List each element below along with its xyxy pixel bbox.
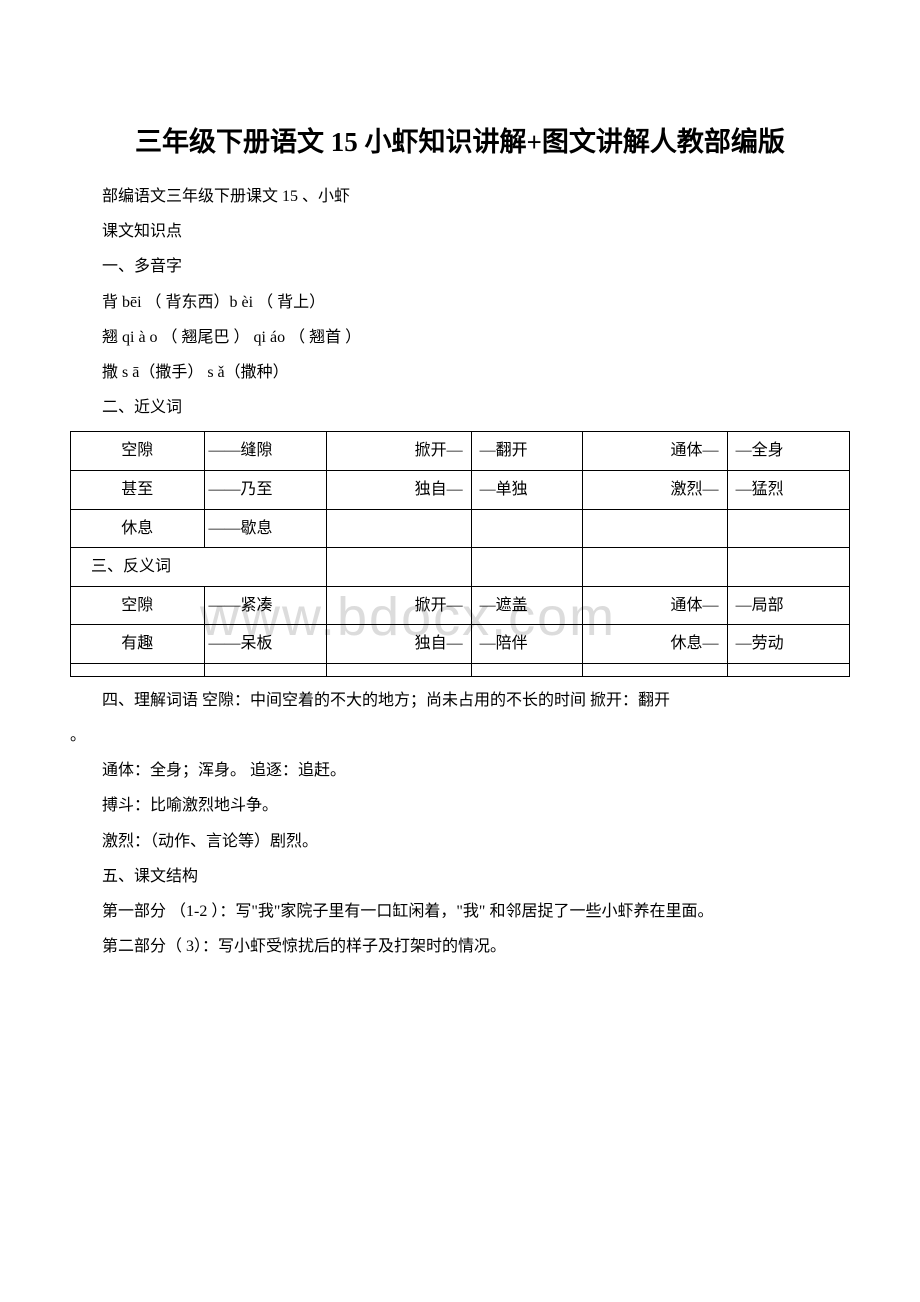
cell-answer (727, 663, 849, 676)
cell-answer: ——歇息 (204, 509, 326, 548)
intro-line-1: 课文知识点 (70, 214, 850, 249)
after-line-4: 五、课文结构 (70, 859, 850, 894)
table-row: 甚至 ——乃至 独自— —单独 激烈— —猛烈 (71, 470, 850, 509)
cell-word: 空隙 (71, 586, 205, 625)
cell-word: 休息 (71, 509, 205, 548)
cell-word: 通体— (582, 586, 727, 625)
table-row: 空隙 ——缝隙 掀开— —翻开 通体— —全身 (71, 432, 850, 471)
cell-answer: —翻开 (471, 432, 582, 471)
intro-line-2: 一、多音字 (70, 249, 850, 284)
table-row: 休息 ——歇息 (71, 509, 850, 548)
cell-word (582, 663, 727, 676)
cell-answer: —猛烈 (727, 470, 849, 509)
table-row: 空隙 ——紧凑 掀开— —遮盖 通体— —局部 (71, 586, 850, 625)
cell-answer (204, 663, 326, 676)
cell-word: 通体— (582, 432, 727, 471)
cell-word: 掀开— (326, 432, 471, 471)
cell-word (582, 509, 727, 548)
cell-word: 休息— (582, 625, 727, 664)
cell-word (326, 509, 471, 548)
after-line-3: 激烈：（动作、言论等）剧烈。 (70, 824, 850, 859)
cell-word: 有趣 (71, 625, 205, 664)
cell-word: 激烈— (582, 470, 727, 509)
intro-line-0: 部编语文三年级下册课文 15 、小虾 (70, 179, 850, 214)
cell-empty (326, 548, 471, 587)
cell-answer: —劳动 (727, 625, 849, 664)
cell-answer: ——乃至 (204, 470, 326, 509)
cell-answer: —全身 (727, 432, 849, 471)
cell-answer: —遮盖 (471, 586, 582, 625)
antonym-header: 三、反义词 (71, 548, 327, 587)
after-line-0-tail: 。 (70, 718, 850, 753)
cell-answer (471, 509, 582, 548)
after-line-1: 通体：全身；浑身。 追逐：追赶。 (70, 753, 850, 788)
cell-answer: —局部 (727, 586, 849, 625)
vocab-table: 空隙 ——缝隙 掀开— —翻开 通体— —全身 甚至 ——乃至 独自— —单独 … (70, 431, 850, 677)
page-title: 三年级下册语文 15 小虾知识讲解+图文讲解人教部编版 (70, 120, 850, 159)
cell-answer: —单独 (471, 470, 582, 509)
after-line-6: 第二部分（ 3）：写小虾受惊扰后的样子及打架时的情况。 (70, 929, 850, 964)
intro-line-5: 撒 s ā（撒手） s ǎ（撒种） (70, 355, 850, 390)
table-row: 有趣 ——呆板 独自— —陪伴 休息— —劳动 (71, 625, 850, 664)
intro-line-6: 二、近义词 (70, 390, 850, 425)
after-line-0: 四、理解词语 空隙：中间空着的不大的地方；尚未占用的不长的时间 掀开：翻开 (70, 683, 850, 718)
cell-word (71, 663, 205, 676)
cell-answer: ——缝隙 (204, 432, 326, 471)
cell-empty (727, 548, 849, 587)
cell-word: 独自— (326, 625, 471, 664)
cell-word: 甚至 (71, 470, 205, 509)
intro-line-3: 背 bēi （ 背东西）b èi （ 背上） (70, 285, 850, 320)
cell-answer: —陪伴 (471, 625, 582, 664)
table-row (71, 663, 850, 676)
cell-empty (471, 548, 582, 587)
cell-answer (471, 663, 582, 676)
cell-answer: ——呆板 (204, 625, 326, 664)
cell-word (326, 663, 471, 676)
antonym-header-row: 三、反义词 (71, 548, 850, 587)
after-line-2: 搏斗：比喻激烈地斗争。 (70, 788, 850, 823)
cell-empty (582, 548, 727, 587)
cell-answer: ——紧凑 (204, 586, 326, 625)
cell-word: 掀开— (326, 586, 471, 625)
cell-answer (727, 509, 849, 548)
cell-word: 独自— (326, 470, 471, 509)
cell-word: 空隙 (71, 432, 205, 471)
after-line-5: 第一部分 （1-2 ）：写"我"家院子里有一口缸闲着，"我" 和邻居捉了一些小虾… (70, 894, 850, 929)
intro-line-4: 翘 qi à o （ 翘尾巴 ） qi áo （ 翘首 ） (70, 320, 850, 355)
